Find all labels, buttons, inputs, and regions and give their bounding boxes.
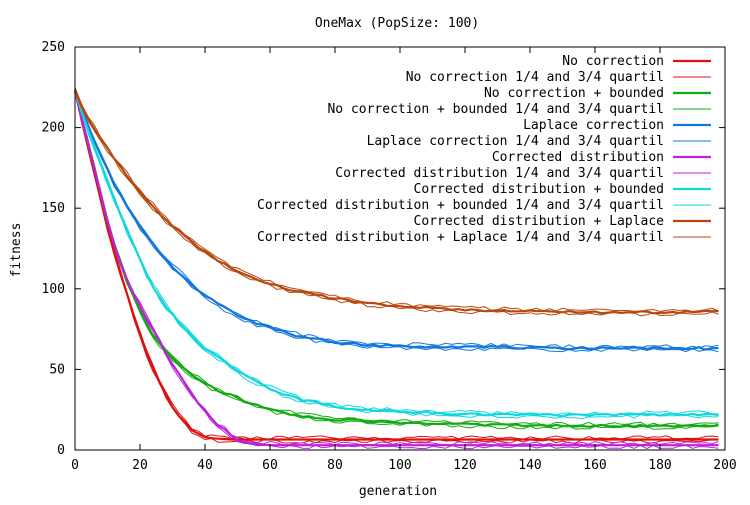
x-tick-label: 20: [132, 458, 148, 473]
x-tick-label: 120: [453, 458, 476, 473]
legend-label: No correction 1/4 and 3/4 quartil: [406, 70, 664, 85]
y-axis-label: fitness: [9, 223, 24, 278]
x-tick-label: 160: [583, 458, 606, 473]
legend-label: No correction + bounded 1/4 and 3/4 quar…: [327, 102, 664, 117]
y-tick-label: 50: [49, 362, 65, 377]
legend-label: Corrected distribution: [492, 150, 664, 165]
y-tick-label: 100: [42, 282, 65, 297]
series-median-line: [73, 90, 719, 351]
legend-label: Corrected distribution + Laplace 1/4 and…: [257, 230, 664, 245]
y-axis: 0 50 100 150 200 250: [42, 40, 725, 458]
y-tick-label: 200: [42, 121, 65, 136]
series-median-line: [73, 90, 719, 315]
x-tick-label: 180: [648, 458, 671, 473]
series-median-line: [73, 90, 719, 428]
y-tick-label: 250: [42, 40, 65, 55]
x-tick-label: 0: [71, 458, 79, 473]
series-median-line: [73, 90, 719, 418]
legend-label: Laplace correction 1/4 and 3/4 quartil: [367, 134, 664, 149]
plot-lines: [73, 87, 719, 450]
x-tick-label: 200: [713, 458, 736, 473]
x-tick-label: 140: [518, 458, 541, 473]
legend-label: Corrected distribution + bounded 1/4 and…: [257, 198, 664, 213]
x-tick-label: 40: [197, 458, 213, 473]
x-tick-label: 100: [388, 458, 411, 473]
series-quartile-line: [74, 92, 719, 450]
legend-label: Laplace correction: [523, 118, 664, 133]
legend-label: No correction: [562, 54, 664, 69]
series-quartile-line: [74, 92, 719, 430]
y-tick-label: 0: [57, 443, 65, 458]
legend-label: Corrected distribution + Laplace: [414, 214, 665, 229]
legend-label: Corrected distribution + bounded: [414, 182, 664, 197]
chart-title: OneMax (PopSize: 100): [315, 16, 479, 31]
y-tick-label: 150: [42, 201, 65, 216]
legend-label: No correction + bounded: [484, 86, 664, 101]
x-tick-label: 80: [327, 458, 343, 473]
legend-label: Corrected distribution 1/4 and 3/4 quart…: [335, 166, 664, 181]
series-quartile-line: [74, 87, 719, 427]
x-axis-label: generation: [359, 484, 437, 499]
series-median-line: [73, 90, 719, 447]
series-median-line: [73, 90, 719, 441]
x-tick-label: 60: [262, 458, 278, 473]
x-axis: 0 20 40 60 80 100 120 140 160 180 200: [71, 47, 737, 473]
